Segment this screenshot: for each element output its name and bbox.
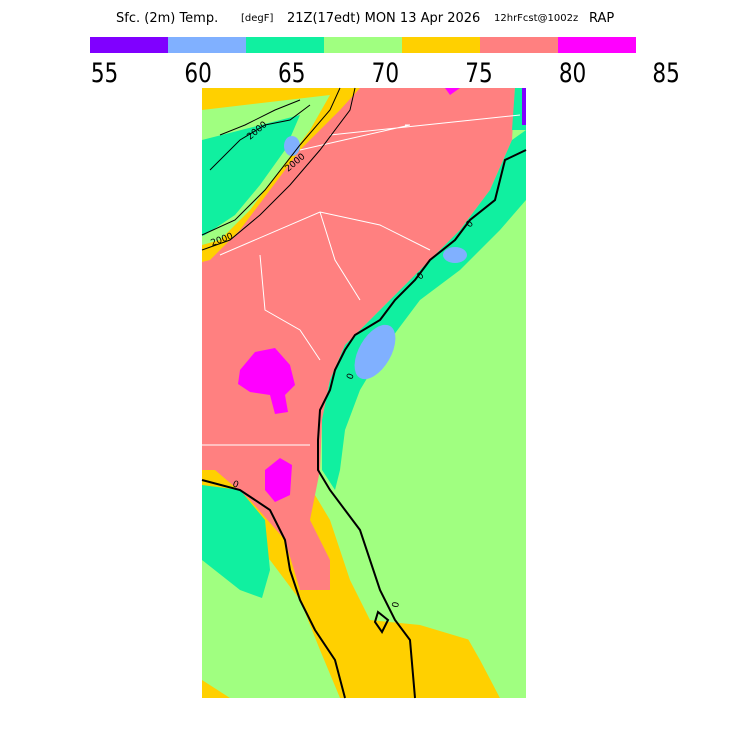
colorbar-swatch (480, 37, 558, 53)
cool-patch (354, 324, 396, 380)
cool-patch (443, 247, 467, 263)
mountain-band (202, 115, 300, 236)
title: Sfc. (2m) Temp. (116, 11, 218, 26)
colorbar-swatch (246, 37, 324, 53)
hot-patch (238, 348, 295, 414)
cool-patch (284, 136, 300, 156)
contour-label: 0 (465, 219, 477, 230)
colorbar-label: 85 (652, 57, 679, 89)
colorbar-label: 75 (465, 57, 492, 89)
cool-band (322, 130, 526, 490)
contour-label: 0 (345, 372, 356, 381)
colorbar-label: 70 (372, 57, 399, 89)
contour-label: 0 (391, 601, 402, 609)
colorbar-label: 60 (184, 57, 211, 89)
cool-patch (202, 485, 270, 598)
forecast: 12hrFcst@1002z (494, 13, 578, 24)
state-border (202, 114, 521, 446)
hot-patch (265, 458, 292, 502)
mild-patch (460, 625, 526, 698)
warm-band (202, 680, 230, 698)
units: [degF] (241, 13, 274, 24)
hot-patch (445, 88, 460, 95)
colorbar: 5560657075808590 (90, 37, 680, 89)
contour (373, 610, 390, 634)
contour (209, 104, 311, 171)
colorbar-label: 80 (559, 57, 586, 89)
colorbar-swatch (402, 37, 480, 53)
cold-patch (522, 88, 526, 125)
coastline (201, 479, 346, 699)
contour-label: 0 (416, 271, 427, 283)
coastline (317, 149, 527, 699)
header: Sfc. (2m) Temp. [degF] 21Z(17edt) MON 13… (116, 11, 614, 26)
model: RAP (589, 11, 614, 26)
contour (219, 99, 301, 136)
colorbar-swatch (90, 37, 168, 53)
contour (201, 87, 356, 251)
contour-label: 0 (231, 479, 240, 490)
colorbar-label: 65 (278, 57, 305, 89)
contour (201, 87, 341, 236)
valid-time: 21Z(17edt) MON 13 Apr 2026 (287, 11, 480, 26)
colorbar-swatch (168, 37, 246, 53)
colorbar-swatch (558, 37, 636, 53)
colorbar-swatch (324, 37, 402, 53)
colorbar-label: 55 (91, 57, 118, 89)
